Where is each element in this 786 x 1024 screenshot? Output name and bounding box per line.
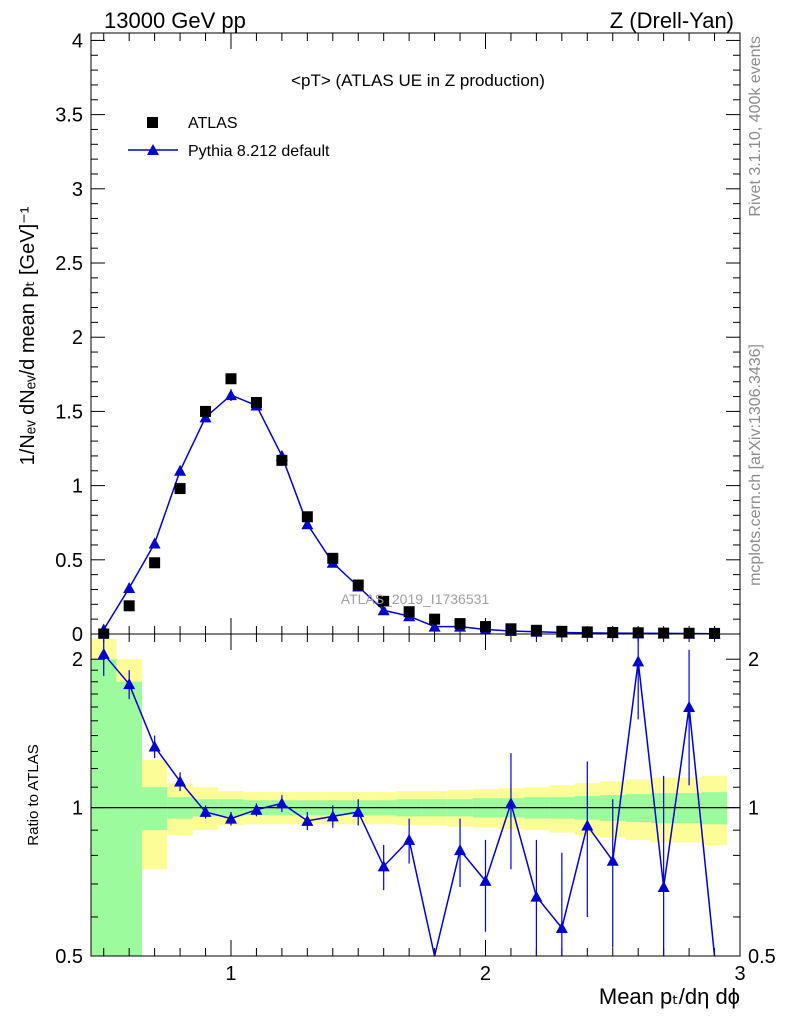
atlas-point [683,627,695,639]
ratio-mc-point [530,890,543,902]
atlas-point [556,625,568,637]
legend-mc-label: Pythia 8.212 default [188,143,330,160]
atlas-point [581,626,593,638]
main-y-tick-label: 2 [72,327,83,349]
ratio-y-tick-label: 0.5 [55,946,83,968]
ratio-mc-point [504,797,517,809]
ratio-mc-point [123,678,136,690]
atlas-point [225,373,237,385]
ratio-mc-point [148,740,161,752]
atlas-point [632,627,644,639]
ratio-mc-point [377,860,390,872]
atlas-point [530,624,542,636]
header-left: 13000 GeV pp [104,8,246,33]
ratio-y-tick-label: 2 [72,649,83,671]
main-data [97,373,721,640]
mc-point [377,604,390,616]
ratio-y-tick-label-right: 0.5 [748,946,776,968]
mcplots-label: mcplots.cern.ch [arXiv:1306.3436] [747,344,764,586]
ratio-y-tick-label-right: 2 [748,649,759,671]
atlas-point [505,623,517,635]
ratio-ylabel: Ratio to ATLAS [25,744,42,845]
ratio-mc-point [555,921,568,933]
atlas-point [658,627,670,639]
legend-data-label: ATLAS [188,115,238,132]
ratio-bands [91,638,740,956]
main-y-tick-label: 2.5 [55,253,83,275]
ratio-green-band [141,787,168,831]
ratio-mc-point [683,700,696,712]
header-right: Z (Drell-Yan) [610,8,734,33]
atlas-point [709,627,721,639]
main-y-tick-label: 0.5 [55,550,83,572]
atlas-point [301,511,313,523]
atlas-point [607,627,619,639]
main-ticks: 0 0.5 1 1.5 2 2.5 3 3.5 4 [55,30,741,646]
ratio-mc-point [301,814,314,826]
rivet-label: Rivet 3.1.10, 400k events [747,36,764,217]
main-y-tick-label: 4 [72,30,83,52]
ratio-mc-point [657,881,670,893]
mc-point [301,518,314,530]
ratio-y-tick-label-right: 1 [748,798,759,820]
ratio-panel: 0.5 0.5 1 1 2 2 1 2 3 Ratio to ATLAS Mean pₜ/dη … [25,633,776,1009]
ratio-mc-point [403,833,416,845]
atlas-point [327,552,339,564]
atlas-point [174,483,186,495]
legend-data-marker [147,117,158,128]
mc-point [148,537,161,549]
ratio-mc-point [352,805,365,817]
ratio-frame [90,633,741,957]
ratio-ticks: 0.5 0.5 1 1 2 2 1 2 3 [55,634,776,985]
ratio-mc-point [326,810,339,822]
atlas-point [352,579,364,591]
ratio-y-tick-label: 1 [72,798,83,820]
x-tick-label: 1 [225,963,236,985]
atlas-point [378,595,390,607]
atlas-point [276,454,288,466]
atlas-point [149,557,161,569]
ratio-mc-point [224,812,237,824]
ratio-mc-point [454,844,467,856]
main-y-tick-label: 1 [72,476,83,498]
atlas-point [403,606,415,618]
ratio-mc-point [581,819,594,831]
main-y-tick-label: 3 [72,179,83,201]
main-y-tick-label: 3.5 [55,105,83,127]
ratio-mc-point [174,775,187,787]
mc-point [174,464,187,476]
ratio-mc-point [632,655,645,667]
ratio-mc-point [199,805,212,817]
ratio-green-band [116,681,142,956]
watermark: ATLAS_2019_I1736531 [341,591,490,607]
mc-point [224,389,237,401]
atlas-point [200,405,212,417]
ratio-mc-point [250,803,263,815]
main-y-tick-label: 0 [72,624,83,646]
x-tick-label: 3 [734,963,745,985]
ratio-mc-point [275,797,288,809]
atlas-point [479,621,491,633]
atlas-point [250,397,262,409]
ratio-data [97,634,716,957]
x-tick-label: 2 [480,963,491,985]
main-y-tick-label: 1.5 [55,401,83,423]
main-panel: 0 0.5 1 1.5 2 2.5 3 3.5 4 <pT> (ATLAS UE in Z pr… [17,30,741,646]
main-ylabel: 1/Nₑᵥ dNₑᵥ/d mean pₜ [GeV]⁻¹ [17,206,39,465]
ratio-mc-point [479,874,492,886]
atlas-point [429,613,441,625]
mc-point [428,620,441,632]
main-title: <pT> (ATLAS UE in Z production) [291,71,545,90]
atlas-point [123,600,135,612]
x-axis-label: Mean pₜ/dη dϕ [599,984,740,1009]
mc-point [123,581,136,593]
atlas-point [454,618,466,630]
legend-mc-marker [147,144,159,155]
ratio-mc-point [606,854,619,866]
ratio-green-band [701,792,728,825]
ratio-mc-point [97,647,110,659]
